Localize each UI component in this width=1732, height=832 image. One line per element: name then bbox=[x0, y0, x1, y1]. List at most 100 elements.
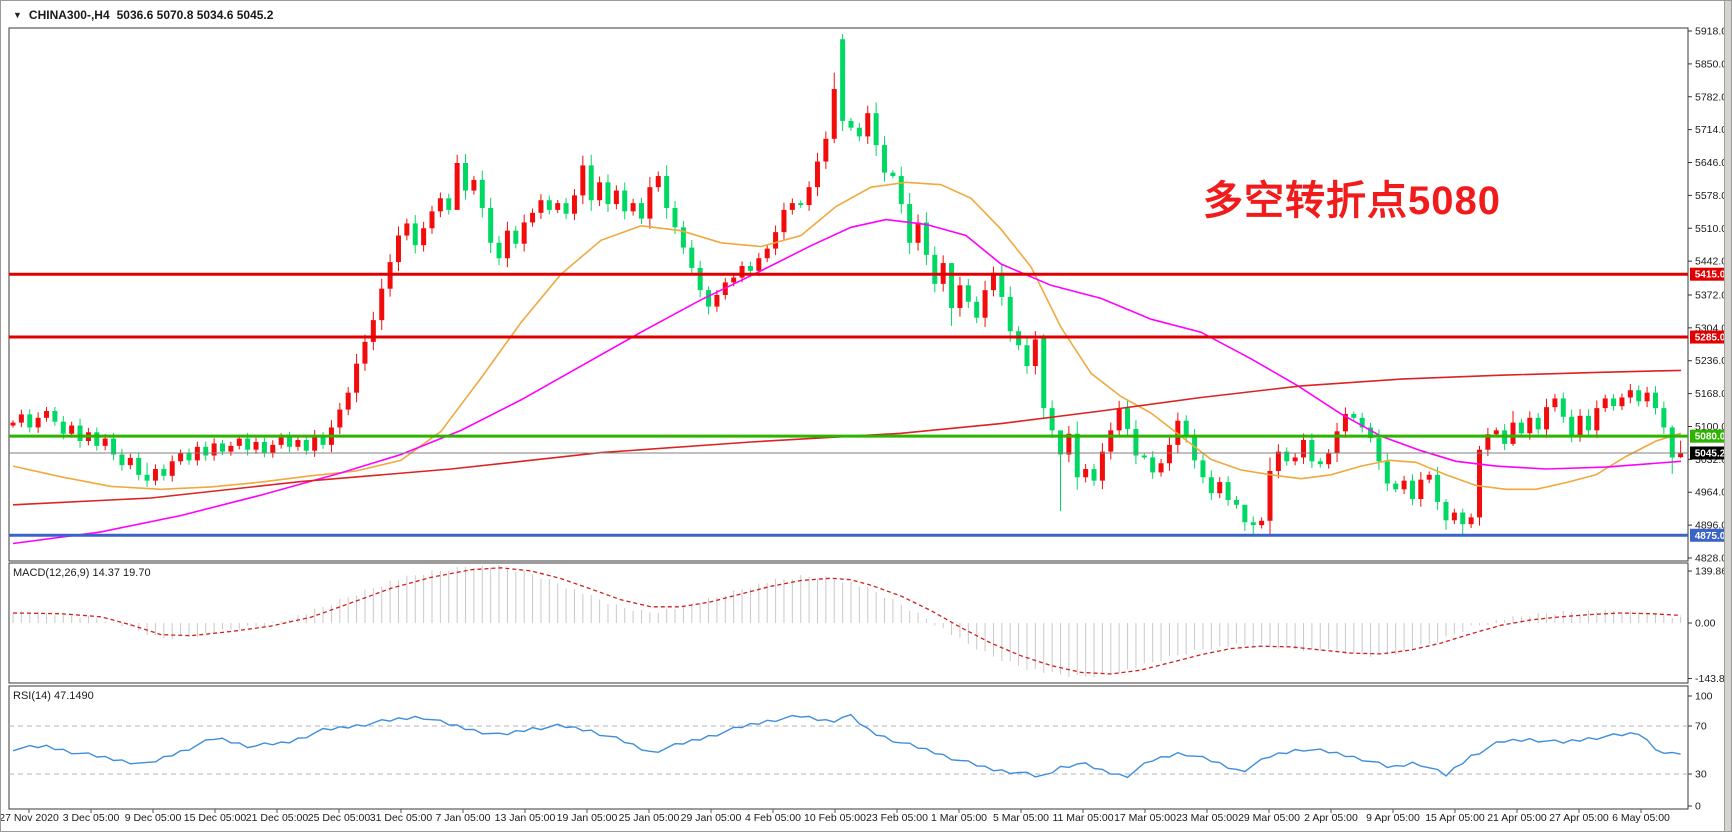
candle-body bbox=[680, 227, 686, 248]
candle-body bbox=[999, 272, 1005, 297]
candle-body bbox=[974, 301, 980, 318]
candle-body bbox=[1267, 470, 1273, 521]
candle-body bbox=[354, 363, 360, 393]
macd-pane-label: MACD(12,26,9) 14.37 19.70 bbox=[13, 567, 151, 579]
ma-slow-line bbox=[12, 369, 1682, 506]
candle-body bbox=[1192, 437, 1198, 461]
candle-body bbox=[1351, 413, 1357, 418]
candle-body bbox=[77, 425, 83, 441]
candle-body bbox=[454, 162, 460, 210]
ohlc-values: 5036.6 5070.8 5034.6 5045.2 bbox=[116, 8, 274, 22]
price-tick-label: 5714.0 bbox=[1695, 124, 1727, 136]
candle-body bbox=[932, 254, 938, 284]
candle-body bbox=[639, 203, 644, 219]
candle-body bbox=[1577, 415, 1583, 436]
candle-body bbox=[1544, 407, 1550, 430]
candle-body bbox=[412, 223, 418, 246]
candle-body bbox=[664, 176, 670, 208]
time-tick-label: 15 Dec 05:00 bbox=[184, 812, 247, 824]
rsi-tick-label: 100 bbox=[1695, 691, 1713, 703]
candle-body bbox=[278, 437, 284, 445]
candle-body bbox=[1602, 398, 1608, 409]
candle-body bbox=[949, 263, 955, 309]
candle-body bbox=[1024, 345, 1030, 367]
price-tick-label: 4896.0 bbox=[1695, 520, 1727, 532]
price-badge-label: 5080.0 bbox=[1695, 432, 1726, 443]
candle-body bbox=[756, 258, 762, 271]
candle-body bbox=[1468, 517, 1474, 525]
main-pane[interactable] bbox=[9, 33, 1688, 545]
candle-body bbox=[194, 446, 200, 461]
candle-body bbox=[814, 161, 820, 188]
candle-body bbox=[60, 421, 66, 434]
candle-body bbox=[1661, 408, 1667, 428]
candle-body bbox=[1200, 460, 1206, 478]
candle-body bbox=[211, 443, 217, 456]
candle-body bbox=[287, 437, 293, 447]
candle-body bbox=[1611, 398, 1617, 407]
candle-body bbox=[1644, 392, 1650, 402]
candle-body bbox=[1619, 397, 1625, 407]
ma-mid-line bbox=[12, 218, 1682, 545]
candle-body bbox=[957, 285, 963, 309]
candle-body bbox=[18, 414, 24, 423]
candle-body bbox=[1133, 428, 1139, 456]
candle-body bbox=[856, 127, 862, 137]
candle-body bbox=[303, 440, 309, 451]
candle-body bbox=[739, 265, 745, 278]
candle-body bbox=[622, 190, 628, 212]
time-tick-label: 10 Feb 05:00 bbox=[804, 812, 866, 824]
candle-body bbox=[731, 277, 737, 283]
candle-body bbox=[10, 422, 16, 426]
candle-body bbox=[630, 203, 636, 212]
candle-body bbox=[1208, 477, 1214, 494]
candle-body bbox=[161, 469, 167, 476]
candle-body bbox=[1560, 398, 1566, 417]
candle-body bbox=[1384, 461, 1390, 484]
candle-body bbox=[982, 290, 988, 318]
rsi-pane[interactable] bbox=[9, 713, 1688, 779]
macd-pane[interactable] bbox=[12, 565, 1682, 678]
candle-body bbox=[823, 138, 829, 162]
candle-body bbox=[245, 438, 251, 450]
ma-fast-line bbox=[12, 181, 1682, 491]
candle-body bbox=[655, 176, 661, 188]
candle-body bbox=[1125, 408, 1131, 429]
candle-body bbox=[479, 179, 485, 208]
time-tick-label: 13 Jan 05:00 bbox=[495, 812, 556, 824]
time-tick-label: 25 Dec 05:00 bbox=[308, 812, 371, 824]
candle-body bbox=[228, 445, 234, 452]
candle-body bbox=[530, 212, 536, 223]
candle-body bbox=[714, 294, 720, 307]
candle-body bbox=[421, 228, 427, 246]
price-tick-label: 5510.0 bbox=[1695, 223, 1727, 235]
price-badge-label: 5285.0 bbox=[1695, 333, 1726, 344]
macd-tick-label: 0.00 bbox=[1695, 618, 1716, 630]
symbol-dropdown-icon[interactable]: ▼ bbox=[13, 10, 22, 20]
candle-body bbox=[571, 195, 577, 214]
time-tick-label: 5 Mar 05:00 bbox=[993, 812, 1049, 824]
candle-body bbox=[1099, 451, 1105, 481]
price-badge bbox=[1690, 330, 1731, 344]
time-tick-label: 9 Dec 05:00 bbox=[125, 812, 182, 824]
candle-body bbox=[1485, 434, 1491, 450]
candle-body bbox=[169, 461, 175, 476]
symbol-title: CHINA300-,H4 bbox=[28, 8, 110, 22]
candle-body bbox=[1409, 480, 1415, 500]
candle-body bbox=[446, 198, 452, 210]
time-tick-label: 1 Mar 05:00 bbox=[931, 812, 987, 824]
candle-body bbox=[404, 223, 410, 236]
time-tick-label: 23 Mar 05:00 bbox=[1176, 812, 1238, 824]
candle-body bbox=[1636, 390, 1642, 402]
candle-body bbox=[789, 203, 795, 210]
candle-body bbox=[320, 436, 326, 445]
candle-body bbox=[379, 288, 385, 321]
candle-body bbox=[395, 235, 401, 263]
candle-body bbox=[580, 165, 586, 196]
candle-body bbox=[1166, 444, 1172, 464]
time-tick-label: 31 Dec 05:00 bbox=[370, 812, 433, 824]
price-badge-label: 4875.0 bbox=[1695, 531, 1726, 542]
candle-body bbox=[747, 265, 753, 271]
candle-body bbox=[831, 89, 837, 139]
